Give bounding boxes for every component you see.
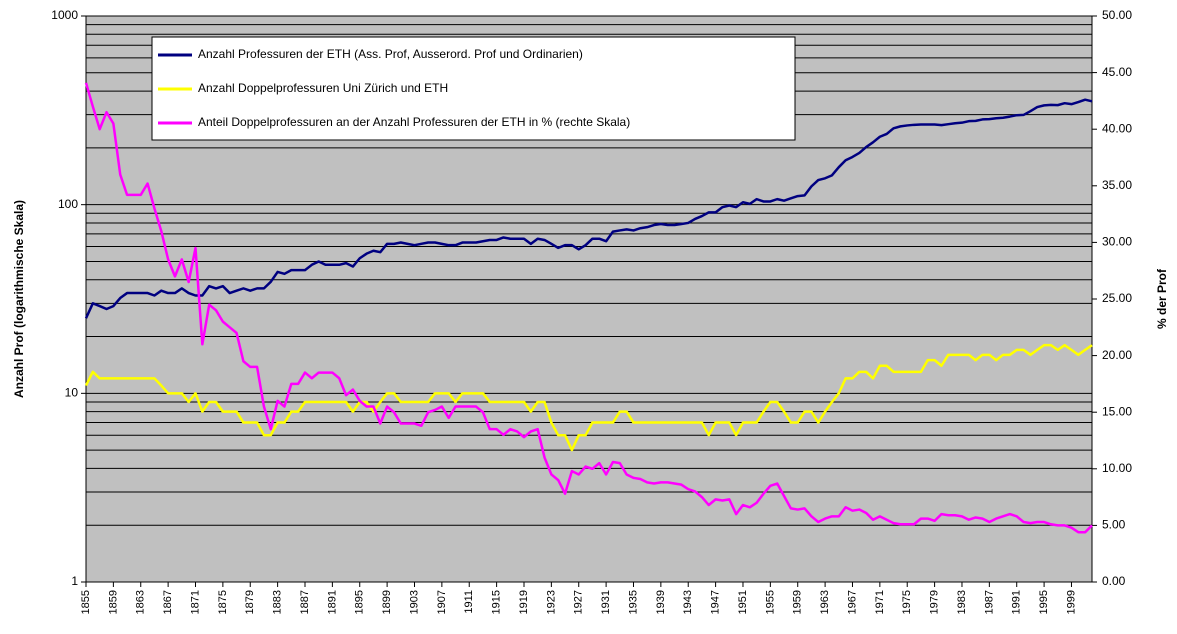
x-tick-label: 1951 (737, 590, 749, 614)
y2-tick-label: 45.00 (1102, 65, 1132, 79)
series-line (84, 98, 1093, 319)
y2-tick-label: 35.00 (1102, 178, 1132, 192)
x-tick-label: 1955 (764, 590, 776, 614)
y2-tick-label: 50.00 (1102, 8, 1132, 22)
x-tick-label: 1863 (135, 590, 147, 614)
y2-tick-label: 40.00 (1102, 121, 1132, 135)
x-tick-label: 1875 (217, 590, 229, 614)
x-tick-label: 1871 (189, 590, 201, 614)
x-tick-label: 1935 (627, 590, 639, 614)
x-tick-label: 1975 (901, 590, 913, 614)
x-tick-label: 1915 (491, 590, 503, 614)
series-line (84, 82, 1093, 534)
x-tick-label: 1855 (80, 590, 92, 614)
x-tick-label: 1867 (162, 590, 174, 614)
legend-label: Anzahl Professuren der ETH (Ass. Prof, A… (198, 47, 583, 61)
legend-box (151, 36, 796, 141)
y-tick-label: 1000 (51, 8, 78, 22)
x-tick-label: 1919 (518, 590, 530, 614)
y-tick-label: 100 (58, 197, 78, 211)
x-tick-label: 1923 (545, 590, 557, 614)
series-line (84, 343, 1093, 452)
x-tick-label: 1999 (1065, 590, 1077, 614)
legend-label: Anzahl Doppelprofessuren Uni Zürich und … (198, 81, 448, 95)
x-tick-label: 1987 (983, 590, 995, 614)
x-tick-label: 1971 (874, 590, 886, 614)
x-tick-label: 1911 (463, 590, 475, 614)
x-tick-label: 1963 (819, 590, 831, 614)
x-tick-label: 1983 (956, 590, 968, 614)
y2-axis-label: % der Prof (1155, 268, 1169, 329)
y2-tick-label: 0.00 (1102, 574, 1126, 588)
y-tick-label: 1 (71, 574, 78, 588)
y2-tick-label: 15.00 (1102, 404, 1132, 418)
x-tick-label: 1959 (792, 590, 804, 614)
x-tick-label: 1903 (408, 590, 420, 614)
x-tick-label: 1947 (710, 590, 722, 614)
x-tick-label: 1979 (929, 590, 941, 614)
legend-label: Anteil Doppelprofessuren an der Anzahl P… (198, 115, 630, 129)
x-tick-label: 1991 (1011, 590, 1023, 614)
y2-tick-label: 25.00 (1102, 291, 1132, 305)
x-tick-label: 1907 (436, 590, 448, 614)
x-tick-label: 1887 (299, 590, 311, 614)
x-tick-label: 1879 (244, 590, 256, 614)
x-tick-label: 1967 (846, 590, 858, 614)
x-tick-label: 1939 (655, 590, 667, 614)
x-tick-label: 1927 (573, 590, 585, 614)
x-tick-label: 1883 (272, 590, 284, 614)
y-axis-label: Anzahl Prof (logarithmische Skala) (12, 200, 26, 398)
y2-tick-label: 30.00 (1102, 235, 1132, 249)
x-tick-label: 1895 (354, 590, 366, 614)
y2-tick-label: 10.00 (1102, 461, 1132, 475)
x-tick-label: 1995 (1038, 590, 1050, 614)
x-tick-label: 1899 (381, 590, 393, 614)
y2-tick-label: 5.00 (1102, 518, 1126, 532)
x-tick-label: 1859 (107, 590, 119, 614)
x-tick-label: 1891 (326, 590, 338, 614)
y-tick-label: 10 (65, 386, 79, 400)
y2-tick-label: 20.00 (1102, 348, 1132, 362)
x-tick-label: 1931 (600, 590, 612, 614)
x-tick-label: 1943 (682, 590, 694, 614)
